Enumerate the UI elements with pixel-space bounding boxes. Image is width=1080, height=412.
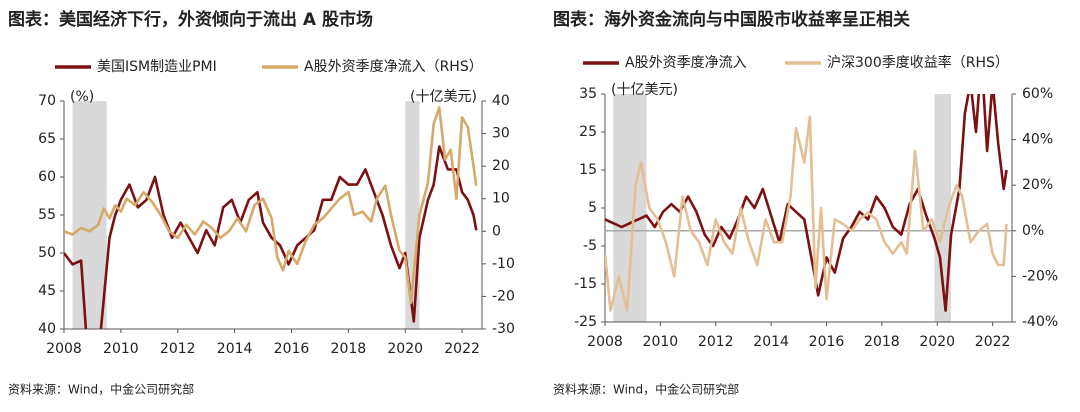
y2-tick-label: -30: [492, 321, 515, 337]
plot: [64, 106, 478, 329]
y2-tick-label: 40: [492, 93, 510, 109]
y-tick-label: 60: [38, 169, 56, 185]
legend-label: 美国ISM制造业PMI: [97, 59, 217, 75]
legend-label: A股外资季度净流入: [625, 55, 747, 71]
x-tick-label: 2012: [698, 334, 734, 350]
y2-tick-label: -20: [492, 288, 515, 304]
x-tick-label: 2020: [919, 334, 955, 350]
y-tick-label: 5: [588, 200, 597, 216]
y2-tick-label: 0: [492, 223, 501, 239]
x-tick-label: 2014: [217, 341, 253, 357]
y-tick-label: 45: [38, 283, 56, 299]
y2-tick-label: 40%: [1022, 132, 1053, 148]
x-tick-label: 2008: [46, 341, 82, 357]
legend-label: 沪深300季度收益率（RHS）: [827, 54, 1009, 71]
x-tick-label: 2022: [444, 341, 480, 357]
y2-tick-label: 30: [492, 126, 510, 142]
chart-title: 图表：美国经济下行，外资倾向于流出 A 股市场: [8, 9, 373, 30]
y-tick-label: 55: [38, 207, 56, 223]
x-tick-label: 2014: [753, 334, 789, 350]
y-unit: (%): [70, 89, 94, 105]
y-tick-label: -5: [583, 238, 597, 254]
series-line: [605, 115, 1008, 312]
chart-title: 图表：海外资金流向与中国股市收益率呈正相关: [553, 9, 910, 30]
source-note: 资料来源：Wind，中金公司研究部: [8, 382, 194, 397]
source-note: 资料来源：Wind，中金公司研究部: [553, 382, 739, 397]
x-tick-label: 2016: [809, 334, 845, 350]
x-tick-label: 2022: [975, 334, 1011, 350]
y-unit: (十亿美元): [611, 82, 678, 98]
x-tick-label: 2020: [387, 341, 423, 357]
shaded-period: [934, 94, 952, 322]
y-tick-label: 70: [38, 93, 56, 109]
x-tick-label: 2018: [331, 341, 367, 357]
y2-tick-label: 20: [492, 158, 510, 174]
y2-tick-label: 0%: [1022, 223, 1044, 239]
y2-tick-label: 20%: [1022, 177, 1053, 193]
y-tick-label: 15: [579, 162, 597, 178]
y-tick-label: 65: [38, 131, 56, 147]
plot: [605, 94, 1008, 312]
x-tick-label: 2010: [643, 334, 679, 350]
y2-tick-label: 10: [492, 191, 510, 207]
x-tick-label: 2008: [587, 334, 623, 350]
y2-tick-label: -10: [492, 256, 515, 272]
y2-tick-label: 60%: [1022, 86, 1053, 102]
x-tick-label: 2016: [274, 341, 310, 357]
y-tick-label: 35: [579, 86, 597, 102]
y-tick-label: 40: [38, 321, 56, 337]
y-tick-label: -15: [574, 276, 597, 292]
x-tick-label: 2018: [864, 334, 900, 350]
y2-tick-label: -40%: [1022, 314, 1058, 330]
y-tick-label: -25: [574, 314, 597, 330]
y2-unit: (十亿美元): [410, 89, 477, 105]
y-tick-label: 50: [38, 245, 56, 261]
series-line: [64, 106, 478, 305]
y2-tick-label: -20%: [1022, 268, 1058, 284]
x-tick-label: 2010: [103, 341, 139, 357]
y-tick-label: 25: [579, 124, 597, 140]
legend-label: A股外资季度净流入（RHS）: [304, 59, 483, 75]
x-tick-label: 2012: [160, 341, 196, 357]
series-line: [605, 94, 1008, 312]
